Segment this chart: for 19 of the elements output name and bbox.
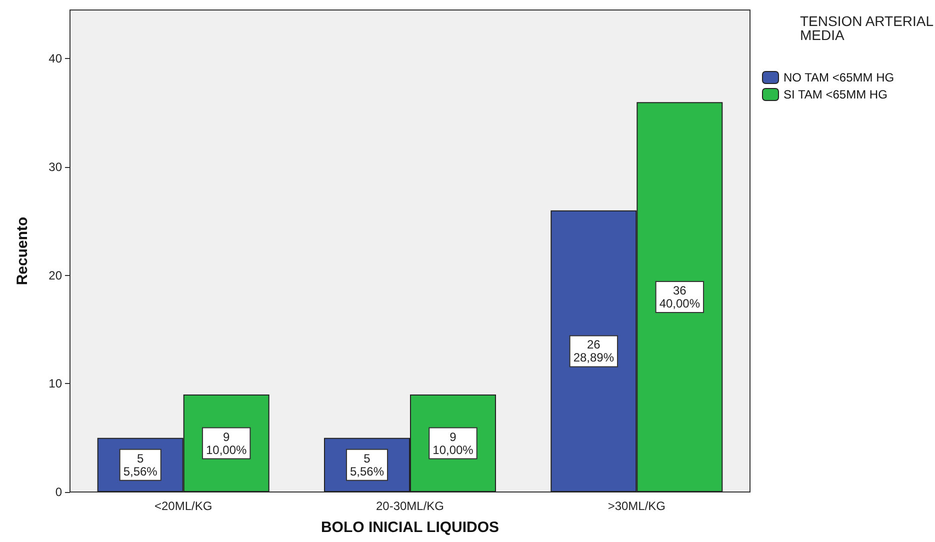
data-label: 5 5,56% — [123, 451, 158, 478]
legend-label: SI TAM <65MM HG — [784, 88, 888, 102]
y-tick-label: 20 — [48, 268, 62, 282]
data-label: 9 10,00% — [432, 430, 474, 457]
data-label: 9 10,00% — [206, 430, 248, 457]
y-tick-label: 30 — [48, 160, 62, 174]
data-label: 26 28,89% — [573, 338, 614, 365]
data-label: 5 5,56% — [350, 451, 384, 478]
x-tick-label: >30ML/KG — [608, 499, 666, 513]
legend-label: NO TAM <65MM HG — [784, 70, 894, 84]
y-tick-label: 40 — [48, 52, 62, 66]
y-axis-title: Recuento — [14, 216, 31, 286]
y-tick-label: 0 — [55, 485, 62, 499]
legend-title: TENSION ARTERIAL MEDIA — [800, 13, 935, 43]
x-tick-label: <20ML/KG — [154, 499, 212, 513]
data-label: 36 40,00% — [659, 284, 700, 311]
x-tick-label: 20-30ML/KG — [376, 499, 444, 513]
x-axis-title: BOLO INICIAL LIQUIDOS — [320, 519, 500, 536]
y-tick-label: 10 — [48, 376, 62, 391]
